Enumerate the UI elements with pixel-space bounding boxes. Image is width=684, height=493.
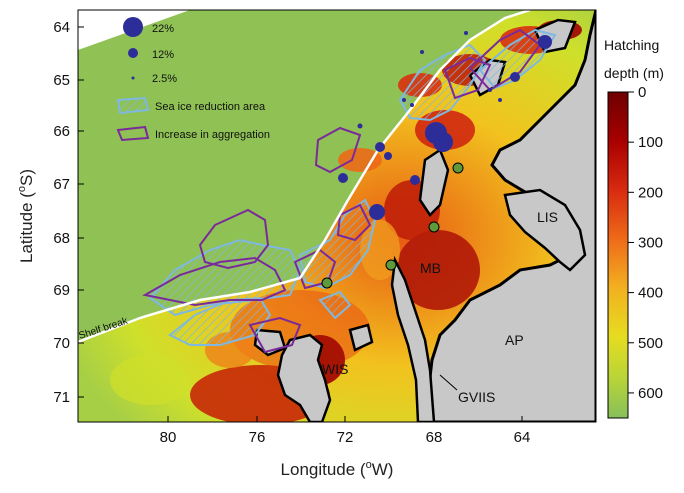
colorbar-title-line2: depth (m): [604, 65, 664, 81]
circle-tiny: [357, 123, 363, 129]
legend-label-22: 22%: [152, 23, 174, 35]
y-axis: 64 65 66 67 68 69 70 71: [53, 19, 84, 406]
colorbar-tick-label: 100: [638, 134, 663, 151]
circle-tiny: [410, 103, 414, 107]
gviis-leader-line: [439, 374, 458, 391]
circle-tiny: [464, 31, 468, 35]
map-panel: 22% 12% 2.5% Sea ice reduction area Incr…: [78, 10, 596, 422]
legend-label-12: 12%: [152, 49, 174, 61]
x-tick-label: 80: [160, 429, 177, 446]
wis-shelf: [276, 333, 332, 422]
y-axis-title: Latitude (oS): [16, 169, 36, 263]
circle-medium: [538, 35, 552, 49]
circle-small: [375, 142, 385, 152]
circle-small: [384, 152, 392, 160]
x-tick-label: 72: [337, 429, 354, 446]
colorbar: Hatching depth (m) 0 100 200 300 400 500 600: [604, 37, 664, 419]
y-tick-label: 64: [53, 19, 70, 36]
y-tick-label: 71: [53, 389, 70, 406]
x-tick-label: 64: [514, 429, 531, 446]
colorbar-tick-label: 300: [638, 234, 663, 251]
colorbar-tick-label: 600: [638, 385, 663, 402]
map-frame: [77, 9, 597, 423]
legend: 22% 12% 2.5% Sea ice reduction area Incr…: [116, 17, 270, 142]
circle-green: [385, 259, 397, 271]
x-tick-label: 68: [426, 429, 443, 446]
shelf-break-line: [78, 10, 531, 344]
circle-green: [428, 221, 440, 233]
colorbar-title-line1: Hatching: [604, 37, 659, 53]
y-tick-label: 66: [53, 123, 70, 140]
legend-label-sea-ice: Sea ice reduction area: [155, 101, 266, 113]
x-axis: 80 76 72 68 64: [160, 416, 531, 446]
y-tick-label: 65: [53, 72, 70, 89]
island-5: [348, 323, 374, 352]
label-lis: LIS: [537, 209, 558, 225]
circle-medium: [369, 204, 385, 220]
legend-label-2-5: 2.5%: [152, 73, 177, 85]
circle-tiny: [402, 98, 406, 102]
legend-circle-2-5: [131, 76, 135, 80]
colorbar-gradient: [607, 91, 629, 419]
y-tick-label: 67: [53, 176, 70, 193]
circle-tiny: [498, 98, 502, 102]
colorbar-tick-label: 500: [638, 335, 663, 352]
circle-green: [452, 162, 464, 174]
colorbar-tick-label: 0: [638, 84, 646, 101]
gviis-shelf: [390, 255, 436, 422]
circle-green: [321, 277, 333, 289]
lis-shelf: [503, 188, 587, 272]
legend-circle-12: [128, 48, 138, 58]
y-tick-label: 68: [53, 230, 70, 247]
label-mb: MB: [420, 260, 441, 276]
label-gviis: GVIIS: [458, 389, 495, 405]
label-wis: WIS: [322, 361, 348, 377]
legend-sea-ice-swatch: [116, 96, 150, 115]
circle-small: [338, 173, 348, 183]
label-ap: AP: [505, 332, 524, 348]
larval-circles: [321, 31, 552, 289]
sea-ice-reduction-areas: [148, 28, 557, 346]
circle-tiny: [488, 88, 492, 92]
legend-circle-22: [123, 17, 143, 37]
y-tick-label: 70: [53, 335, 70, 352]
legend-aggregation-swatch: [116, 125, 150, 142]
x-tick-label: 76: [249, 429, 266, 446]
circle-tiny: [420, 50, 424, 54]
legend-label-aggregation: Increase in aggregation: [155, 129, 270, 141]
colorbar-tick-label: 200: [638, 184, 663, 201]
circle-small: [410, 175, 420, 185]
y-tick-label: 69: [53, 282, 70, 299]
x-axis-title: Longitude (oW): [281, 459, 394, 479]
circle-small: [510, 72, 520, 82]
circle-large: [433, 132, 453, 152]
colorbar-tick-label: 400: [638, 285, 663, 302]
